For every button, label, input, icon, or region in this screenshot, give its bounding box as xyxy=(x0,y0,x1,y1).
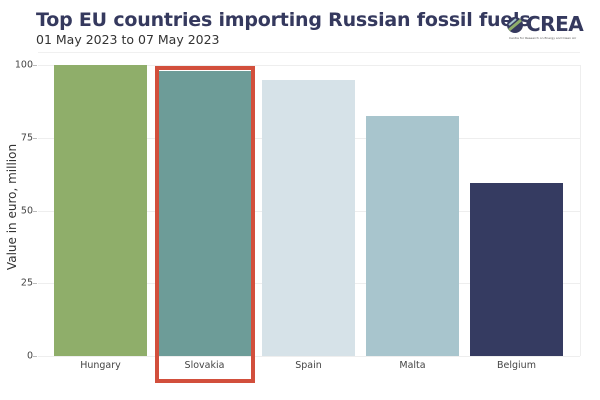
slovakia-highlight-box xyxy=(155,66,255,383)
gridline xyxy=(38,356,580,357)
y-tick-mark xyxy=(33,137,37,139)
plot-area xyxy=(38,65,581,357)
y-tick-mark xyxy=(33,210,37,212)
chart-subtitle: 01 May 2023 to 07 May 2023 xyxy=(36,32,220,47)
crea-leaf-icon xyxy=(507,17,523,33)
y-tick-label: 0 xyxy=(26,350,33,362)
x-tick-label: Belgium xyxy=(497,360,536,371)
x-tick-label: Malta xyxy=(399,360,426,371)
y-tick-mark xyxy=(33,65,37,66)
y-tick-label: 100 xyxy=(14,59,33,71)
plot-panel xyxy=(38,52,580,358)
y-tick-label: 75 xyxy=(20,132,33,144)
x-tick-label: Spain xyxy=(295,360,322,371)
x-tick-label: Hungary xyxy=(80,360,121,371)
bar-slovakia xyxy=(158,70,251,356)
bar-malta xyxy=(366,115,459,356)
logo-subtext: Centre for Research on Energy and Clean … xyxy=(509,36,577,40)
y-tick-label: 50 xyxy=(20,205,33,216)
bar-hungary xyxy=(54,65,147,356)
y-tick-label: 25 xyxy=(20,277,33,289)
crea-logo: CREA Centre for Research on Energy and C… xyxy=(506,12,596,44)
x-tick-label: Slovakia xyxy=(184,360,225,371)
bar-belgium xyxy=(470,182,563,356)
chart-title: Top EU countries importing Russian fossi… xyxy=(36,9,531,31)
bar-spain xyxy=(262,79,355,356)
logo-text: CREA xyxy=(526,12,584,36)
y-tick-mark xyxy=(33,283,37,285)
gridline xyxy=(38,65,580,66)
y-tick-mark xyxy=(33,356,37,357)
